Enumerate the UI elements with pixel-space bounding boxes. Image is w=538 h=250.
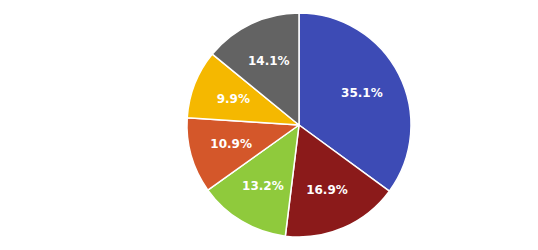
- pie-slice: [212, 13, 299, 125]
- data-labels: 35.1% 16.9% 13.2% 10.9% 9.9% 14.1%: [210, 54, 382, 197]
- slices: [187, 13, 411, 237]
- chart-svg: 35.1% 16.9% 13.2% 10.9% 9.9% 14.1%: [0, 0, 538, 250]
- data-label: 13.2%: [242, 179, 284, 193]
- data-label: 16.9%: [306, 183, 348, 197]
- data-label: 10.9%: [210, 137, 252, 151]
- data-label: 9.9%: [217, 92, 250, 106]
- data-label: 14.1%: [248, 54, 290, 68]
- data-label: 35.1%: [341, 86, 383, 100]
- chart-container: 35.1% 16.9% 13.2% 10.9% 9.9% 14.1%: [0, 0, 538, 250]
- pie-slice: [285, 125, 389, 237]
